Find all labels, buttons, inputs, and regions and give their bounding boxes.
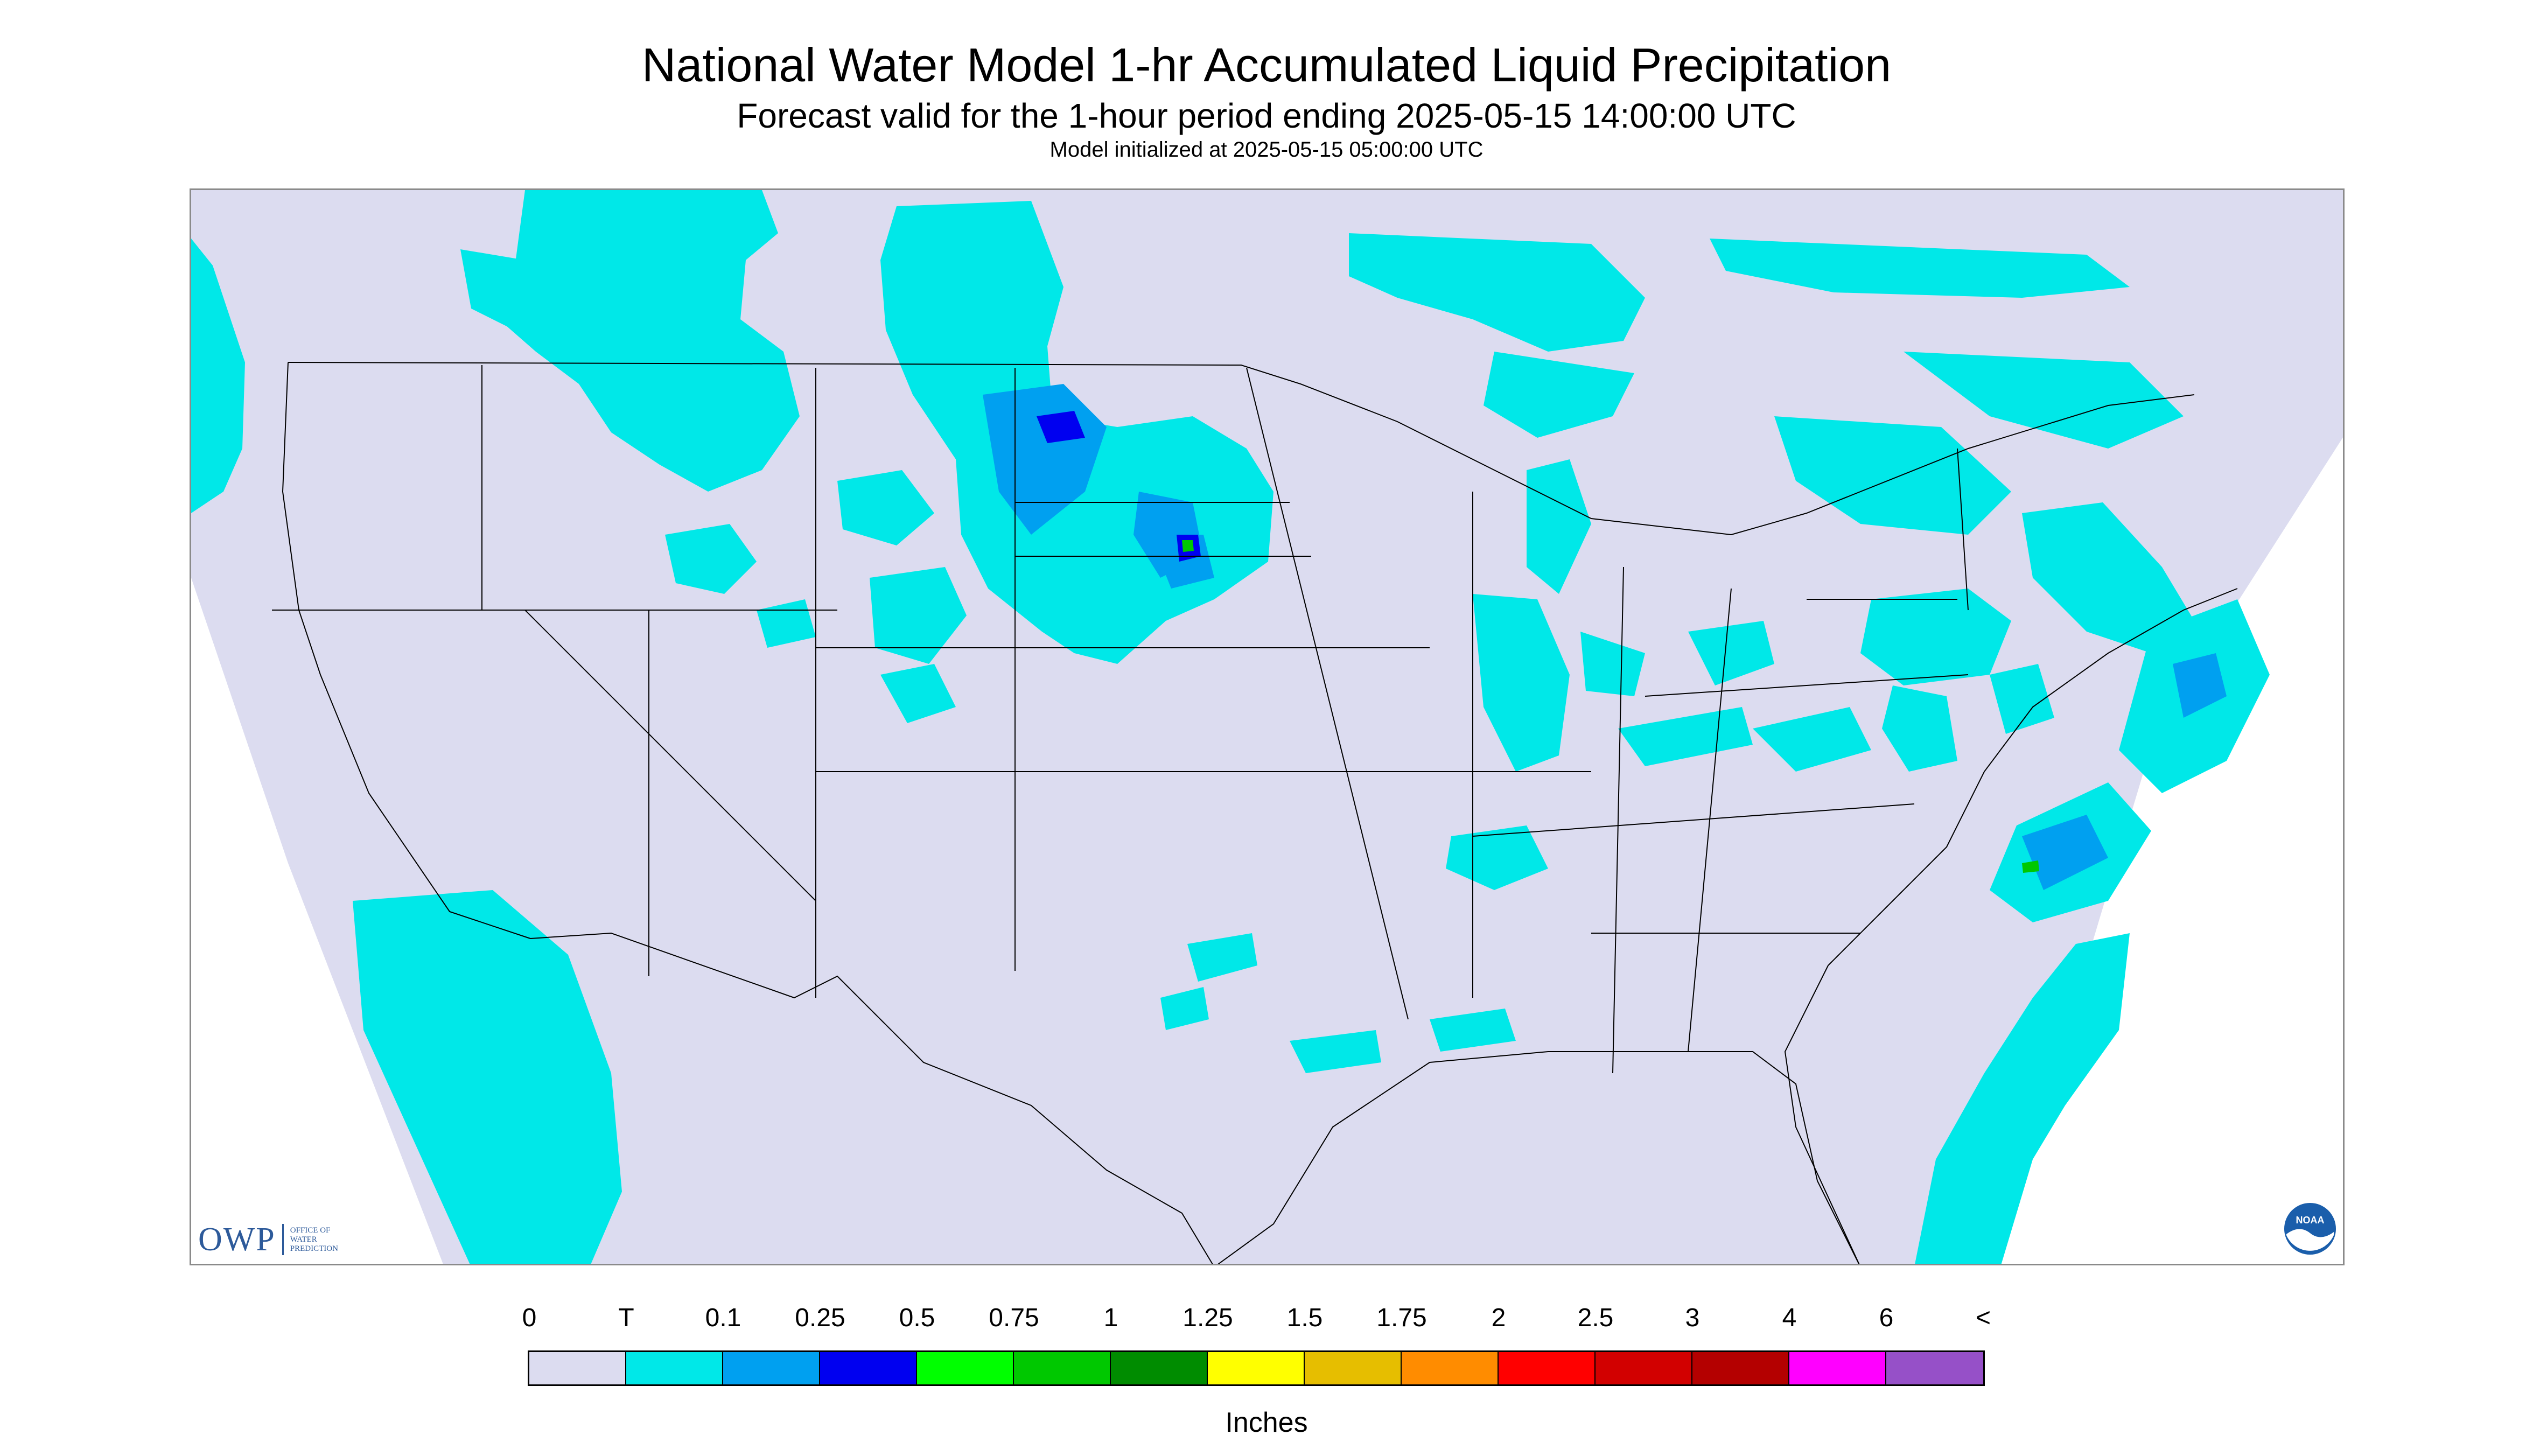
west-coast	[282, 362, 531, 939]
precip-texas-coast	[1290, 1030, 1381, 1073]
precip-max-areas	[1182, 540, 2039, 873]
precip-atlantic-core	[2022, 815, 2108, 890]
precip-illinois	[1473, 594, 1570, 772]
precip-montana-e	[757, 599, 816, 648]
precip-quebec	[1774, 416, 2011, 535]
legend-swatch	[1402, 1352, 1499, 1384]
owp-logo: OWP OFFICE OF WATER PREDICTION	[198, 1218, 338, 1261]
precip-trace-areas	[191, 190, 2270, 1264]
state-line	[1612, 566, 1624, 1074]
legend-units: Inches	[1225, 1407, 1308, 1438]
precip-idaho	[665, 524, 757, 594]
legend-swatch	[1789, 1352, 1886, 1384]
legend-label: 0.75	[989, 1304, 1039, 1332]
legend-swatch	[917, 1352, 1014, 1384]
legend-swatch	[1886, 1352, 1983, 1384]
precip-pnw-coast	[191, 239, 245, 513]
precip-wyoming-2	[870, 567, 967, 664]
legend-label: 1	[1103, 1304, 1118, 1332]
precip-michigan	[1527, 459, 1591, 594]
precip-atlantic-core-2	[2173, 653, 2227, 718]
precip-baja-1	[444, 917, 498, 960]
legend-labels: 0 T 0.1 0.25 0.5 0.75 1 1.25 1.5 1.75 2 2.5 3 4 6 <	[0, 1303, 2533, 1341]
owp-subtext-line: PREDICTION	[290, 1244, 338, 1253]
page-title: National Water Model 1-hr Accumulated Li…	[641, 38, 1892, 92]
legend-swatch	[1499, 1352, 1596, 1384]
legend-swatch	[626, 1352, 723, 1384]
legend-swatch	[1208, 1352, 1305, 1384]
precip-new-jersey	[1990, 664, 2054, 734]
legend-label: 1.25	[1182, 1304, 1233, 1332]
legend-swatch	[820, 1352, 917, 1384]
mexico-border	[530, 932, 1213, 1264]
precip-new-england	[2022, 502, 2194, 653]
canada-border	[288, 362, 2195, 536]
state-line	[1246, 367, 1409, 1020]
state-line	[1472, 803, 1915, 837]
precip-pennsylvania	[1860, 589, 2011, 685]
precip-pacific-south	[353, 890, 622, 1264]
boundaries	[272, 362, 2238, 1264]
legend-label: 0.25	[795, 1304, 845, 1332]
precip-nd-peak	[1037, 411, 1085, 443]
precip-indiana	[1580, 632, 1645, 696]
legend-label: 1.5	[1286, 1304, 1323, 1332]
legend-label: 0.5	[899, 1304, 935, 1332]
legend-swatch	[529, 1352, 626, 1384]
legend-label: <	[1975, 1304, 1991, 1332]
precip-wyoming-1	[837, 470, 934, 545]
legend-label: 4	[1782, 1304, 1797, 1332]
legend-color-bar	[528, 1350, 1985, 1386]
precip-sd-max	[1182, 540, 1194, 552]
model-init-text: Model initialized at 2025-05-15 05:00:00…	[1049, 138, 1484, 162]
legend-label: 1.75	[1376, 1304, 1427, 1332]
legend-label: 6	[1879, 1304, 1894, 1332]
state-line	[1957, 448, 1969, 611]
state-line	[1645, 674, 1969, 697]
precip-ontario	[1349, 233, 1645, 352]
precip-atlantic-3	[1915, 933, 2130, 1264]
owp-subtext-line: WATER	[290, 1235, 317, 1244]
precipitation-map	[190, 188, 2345, 1265]
precip-lake-superior	[1484, 352, 1634, 438]
precip-mississippi	[1446, 825, 1548, 890]
owp-logo-text: OWP	[198, 1221, 276, 1258]
precip-colorado-n	[880, 664, 956, 723]
legend-swatch	[1014, 1352, 1111, 1384]
legend-label: 3	[1685, 1304, 1700, 1332]
forecast-valid-subtitle: Forecast valid for the 1-hour period end…	[737, 96, 1796, 135]
gulf-coast	[1217, 1051, 1860, 1264]
precip-atlantic-max	[2022, 860, 2039, 873]
legend-label: 2.5	[1577, 1304, 1614, 1332]
owp-logo-subtext: OFFICE OF WATER PREDICTION	[290, 1226, 338, 1254]
precip-bc-2	[563, 201, 654, 255]
state-line	[1688, 588, 1732, 1052]
precip-nw-band	[493, 190, 800, 492]
legend-label: T	[618, 1304, 634, 1332]
precip-virginia	[1882, 685, 1957, 772]
map-canvas	[191, 190, 2343, 1264]
precip-ohio	[1688, 621, 1774, 685]
noaa-logo-text: NOAA	[2296, 1215, 2325, 1226]
owp-logo-divider	[282, 1224, 284, 1255]
precip-kentucky-e	[1753, 707, 1871, 772]
legend-label: 2	[1491, 1304, 1506, 1332]
legend-swatch	[1596, 1352, 1692, 1384]
precip-texas-2	[1160, 987, 1209, 1030]
legend-swatch	[1305, 1352, 1402, 1384]
precip-canada-east	[1904, 352, 2184, 449]
legend-swatch	[1692, 1352, 1789, 1384]
owp-subtext-line: OFFICE OF	[290, 1226, 331, 1235]
precip-texas-1	[1187, 933, 1257, 982]
legend-swatch	[723, 1352, 820, 1384]
legend-label: 0	[522, 1304, 537, 1332]
precip-gulf-coast	[1430, 1009, 1516, 1052]
precip-bc-1	[460, 249, 557, 330]
legend-label: 0.1	[705, 1304, 741, 1332]
noaa-logo: NOAA	[2284, 1203, 2336, 1255]
legend-swatch	[1111, 1352, 1208, 1384]
precip-top-right-band	[1710, 239, 2130, 298]
atlantic-coast	[1784, 588, 2238, 1264]
state-line	[524, 610, 816, 901]
